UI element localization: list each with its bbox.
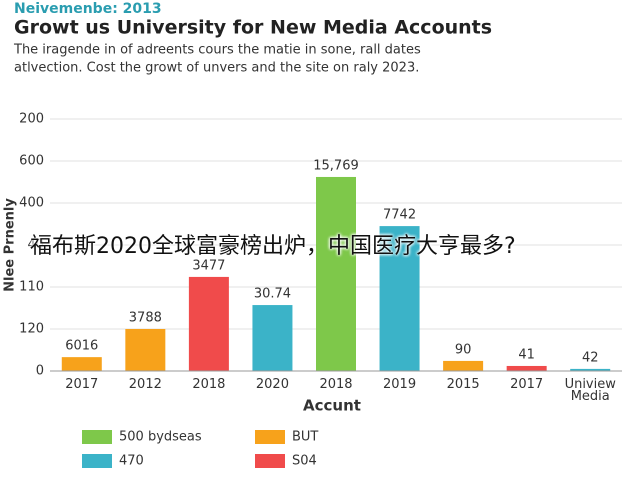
x-tick-label: 2012 xyxy=(128,377,162,392)
date: Neivemenbe: 2013 xyxy=(14,1,162,17)
chart-title: Growt us University for New Media Accoun… xyxy=(14,17,492,39)
bar xyxy=(61,357,102,371)
x-tick-label: 2020 xyxy=(255,377,289,392)
bar xyxy=(188,276,229,371)
bar-label: 7742 xyxy=(383,208,416,223)
x-tick-label: 2018 xyxy=(319,377,353,392)
subtitle: atlvection. Cost the growt of unvers and… xyxy=(14,61,419,76)
y-tick-label: 600 xyxy=(19,154,44,169)
legend-label: 500 bydseas xyxy=(119,430,202,445)
legend-label: S04 xyxy=(292,454,317,469)
y-tick-label: 0 xyxy=(36,364,44,379)
bar xyxy=(506,365,547,371)
overlay-text: 福布斯2020全球富豪榜出炉，中国医疗大亨最多? xyxy=(30,234,516,259)
bar xyxy=(125,329,166,371)
bar-label: 3788 xyxy=(129,311,162,326)
bar xyxy=(379,226,420,371)
y-tick-label: 200 xyxy=(19,112,44,127)
bar xyxy=(252,305,293,371)
bar-label: 42 xyxy=(582,350,599,365)
bar xyxy=(443,360,484,371)
legend-label: 470 xyxy=(119,454,144,469)
legend-swatch xyxy=(82,454,112,468)
bar xyxy=(316,176,356,371)
bar xyxy=(570,368,611,371)
x-tick-label: 2019 xyxy=(383,377,417,392)
x-tick-label: 2017 xyxy=(510,377,544,392)
y-tick-label: 40 xyxy=(27,238,44,253)
bar-label: 41 xyxy=(518,347,535,362)
y-tick-label: 400 xyxy=(19,196,44,211)
x-axis-label: Accunt xyxy=(303,397,361,415)
subtitle: The iragende in of adreents cours the ma… xyxy=(13,43,421,58)
bar-label: 15,769 xyxy=(313,158,359,173)
legend-swatch xyxy=(255,454,285,468)
y-axis-label: Nlee Prnenly xyxy=(3,198,18,292)
bar-label: 30.74 xyxy=(254,287,291,302)
legend-label: BUT xyxy=(292,430,318,445)
x-tick-label: 2015 xyxy=(446,377,480,392)
y-tick-label: 110 xyxy=(19,280,44,295)
bar-label: 6016 xyxy=(65,339,98,354)
x-tick-label: 2018 xyxy=(192,377,226,392)
legend-swatch xyxy=(82,430,112,444)
y-tick-label: 120 xyxy=(19,322,44,337)
bar-label: 3477 xyxy=(192,258,225,273)
bar-label: 90 xyxy=(455,342,472,357)
x-tick-label: Uniview Media xyxy=(564,377,616,404)
legend-swatch xyxy=(255,430,285,444)
x-tick-label: 2017 xyxy=(65,377,99,392)
